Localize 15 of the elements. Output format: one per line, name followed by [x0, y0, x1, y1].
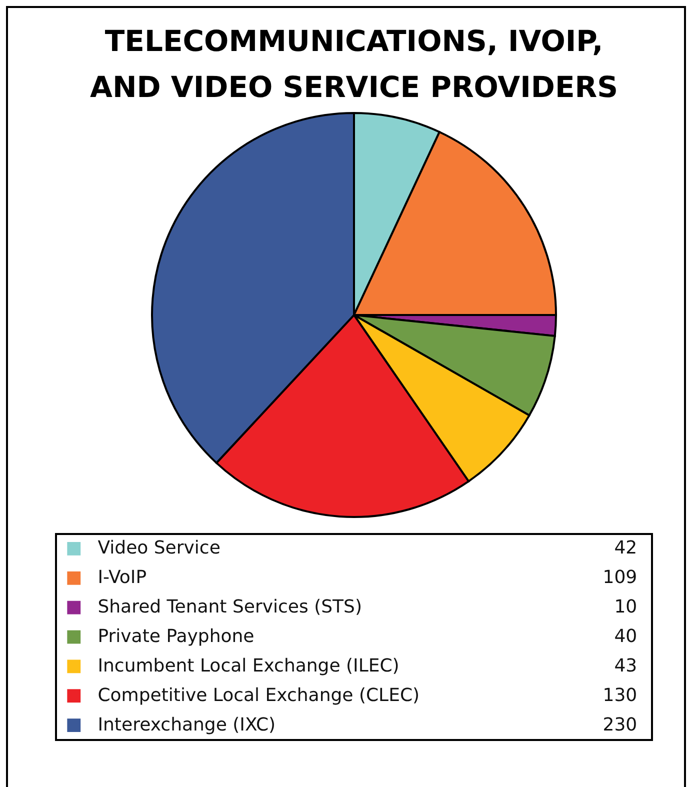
legend-label: I-VoIP — [98, 567, 147, 588]
data-label: 43 — [614, 655, 638, 676]
legend-label: Video Service — [98, 538, 220, 559]
legend-label: Interexchange (IXC) — [98, 714, 276, 736]
legend-label: Competitive Local Exchange (CLEC) — [98, 684, 420, 706]
legend-label: Incumbent Local Exchange (ILEC) — [98, 655, 400, 676]
data-label: 10 — [614, 596, 638, 618]
legend-label: Shared Tenant Services (STS) — [98, 596, 362, 618]
legend-label: Private Payphone — [98, 626, 254, 647]
chart-title: TELECOMMUNICATIONS, IVOIP, AND VIDEO SERVICE PROVIDERS — [90, 24, 618, 104]
data-label: 40 — [614, 626, 638, 647]
data-label: 42 — [614, 538, 638, 559]
data-label: 230 — [602, 714, 638, 736]
data-label: 109 — [602, 567, 638, 588]
data-label: 130 — [602, 684, 638, 706]
